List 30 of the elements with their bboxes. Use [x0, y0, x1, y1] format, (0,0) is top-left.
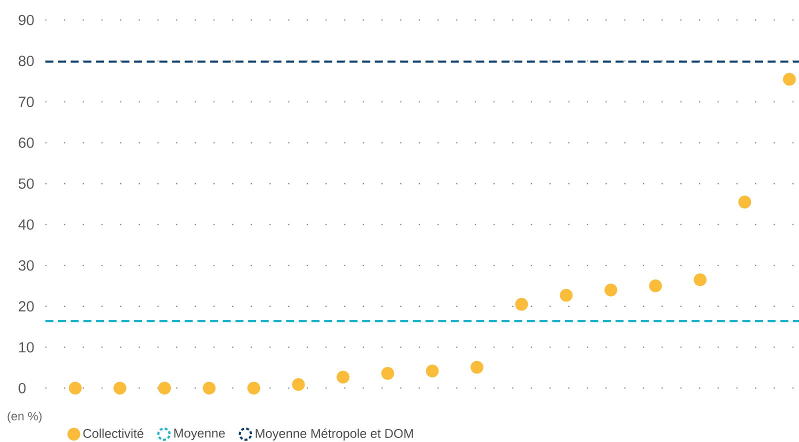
point — [68, 382, 82, 394]
y-tick-label: 40 — [18, 219, 34, 230]
point — [247, 382, 260, 394]
point — [604, 283, 618, 296]
point — [694, 273, 707, 286]
y-tick-label: 0 — [18, 382, 26, 394]
point — [336, 370, 350, 384]
y-tick-label: 30 — [18, 260, 34, 271]
y-tick-label: 70 — [18, 96, 34, 107]
point — [560, 288, 573, 302]
legend-label: Moyenne — [174, 428, 225, 440]
y-tick-label: 20 — [18, 301, 34, 312]
legend-label: Moyenne Métropole et DOM — [256, 428, 413, 440]
y-tick-label: 50 — [18, 178, 34, 189]
point — [426, 364, 439, 378]
y-tick-label: 10 — [19, 342, 34, 352]
point — [113, 382, 126, 394]
y-tick-label: 80 — [18, 56, 34, 66]
point — [202, 382, 216, 394]
point — [649, 279, 662, 292]
point — [381, 366, 394, 380]
text: (en %) — [8, 411, 42, 423]
point — [158, 382, 171, 394]
point — [738, 196, 752, 208]
y-tick-label: 90 — [18, 14, 34, 26]
point — [515, 298, 528, 311]
point — [292, 378, 305, 391]
y-tick-label: 60 — [18, 137, 34, 148]
legend-label: Collectivité — [83, 428, 144, 438]
point — [470, 360, 484, 374]
